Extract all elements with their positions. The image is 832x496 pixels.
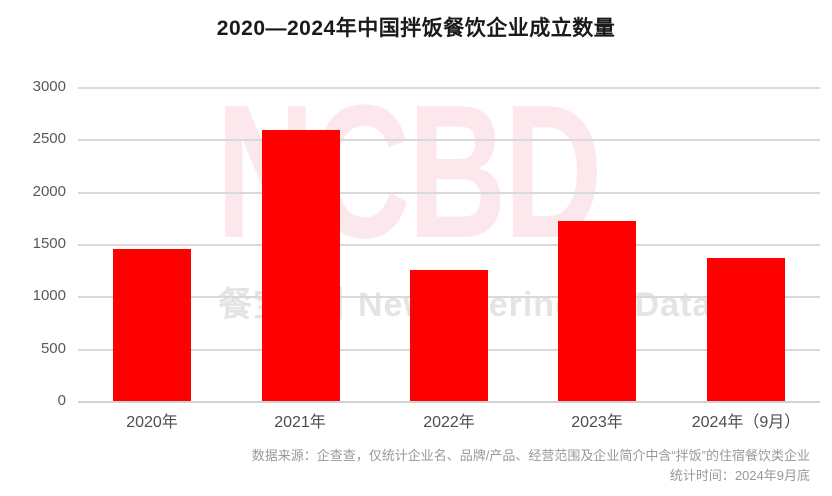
x-axis-tick-label: 2020年 (126, 414, 178, 431)
y-axis-tick-label: 2500 (32, 130, 66, 147)
bar-2020年 (113, 249, 191, 401)
data-source-note: 数据来源：企查查，仅统计企业名、品牌/产品、经营范围及企业简介中含“拌饭”的住宿… (251, 448, 810, 463)
footer-note: 数据来源：企查查，仅统计企业名、品牌/产品、经营范围及企业简介中含“拌饭”的住宿… (110, 446, 810, 486)
bar-2021年 (262, 130, 340, 401)
bar-2024年（9月） (707, 258, 785, 401)
y-axis-tick-label: 3000 (32, 78, 66, 95)
x-axis-tick-label: 2022年 (423, 414, 475, 431)
bar-2023年 (558, 221, 636, 401)
x-axis-tick-label: 2021年 (274, 414, 326, 431)
y-axis-tick-label: 1500 (32, 235, 66, 252)
x-axis-tick-label: 2024年（9月） (691, 414, 801, 431)
stat-time-note: 统计时间：2024年9月底 (669, 468, 810, 483)
y-axis-tick-label: 500 (40, 340, 66, 357)
y-axis-tick-label: 2000 (32, 183, 66, 200)
plot-area: NCBD 餐宝典丨NewCateringBigData (78, 77, 820, 403)
x-axis-tick-label: 2023年 (571, 414, 623, 431)
y-axis-tick-label: 0 (57, 392, 66, 409)
chart-title: 2020—2024年中国拌饭餐饮企业成立数量 (216, 17, 616, 40)
y-axis-tick-label: 1000 (32, 287, 66, 304)
gridline-1500 (78, 244, 820, 246)
gridline-2000 (78, 192, 820, 194)
gridline-2500 (78, 139, 820, 141)
bar-2022年 (410, 270, 488, 401)
gridline-3000 (78, 87, 820, 89)
